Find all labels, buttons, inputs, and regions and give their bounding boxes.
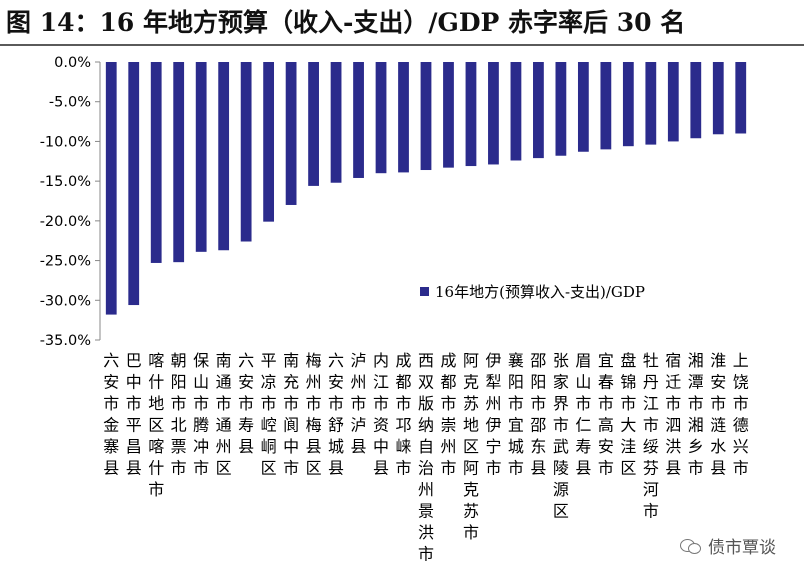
watermark-text: 债市覃谈 xyxy=(708,538,776,558)
category-label: 南充市阆中市 xyxy=(283,351,299,478)
category-label: 阿克苏地区阿克苏市 xyxy=(463,351,479,542)
bar xyxy=(308,62,319,186)
category-labels: 六安市金寨县巴中市平昌县喀什地区喀什市朝阳市北票市保山市腾冲市南通市通州区六安市… xyxy=(103,351,749,564)
bars xyxy=(105,62,747,315)
bar xyxy=(375,62,387,174)
bar xyxy=(420,62,432,171)
bar xyxy=(667,62,679,142)
category-label: 淮安市涟水县 xyxy=(710,351,726,478)
bar xyxy=(712,62,724,135)
bar xyxy=(600,62,612,150)
bar xyxy=(690,62,702,139)
bar xyxy=(240,62,252,242)
y-tick-label: -30.0% xyxy=(40,293,91,309)
bar xyxy=(330,62,342,183)
bar xyxy=(195,62,207,252)
category-label: 成都市邛崃市 xyxy=(396,351,412,478)
bar xyxy=(577,62,589,152)
category-label: 保山市腾冲市 xyxy=(193,351,209,478)
bar xyxy=(488,62,499,165)
bar xyxy=(398,62,409,173)
bar xyxy=(353,62,364,178)
legend-swatch xyxy=(420,287,429,296)
y-tick-label: 0.0% xyxy=(54,55,91,71)
bar xyxy=(555,62,567,156)
y-axis: 0.0% -5.0% -10.0% -15.0% -20.0% -25.0% -30.0% -… xyxy=(40,55,101,349)
category-label: 眉山市仁寿县 xyxy=(575,351,591,478)
watermark: 债市覃谈 xyxy=(680,533,776,558)
bar xyxy=(465,62,477,167)
category-label: 六安市金寨县 xyxy=(103,351,119,478)
category-label: 伊犁州伊宁市 xyxy=(485,351,501,478)
category-label: 湘潭市湘乡市 xyxy=(688,351,704,478)
category-label: 平凉市崆峒区 xyxy=(261,351,277,478)
category-label: 南通市通州区 xyxy=(216,351,232,478)
bar xyxy=(735,62,747,134)
category-label: 张家界市武陵源区 xyxy=(553,351,569,521)
legend-label: 16年地方(预算收入-支出)/GDP xyxy=(435,283,645,301)
bar xyxy=(622,62,634,147)
y-tick-label: -15.0% xyxy=(40,174,91,190)
bar xyxy=(533,62,544,159)
bar xyxy=(263,62,275,222)
title-divider xyxy=(0,44,804,46)
bar xyxy=(218,62,230,251)
bar xyxy=(105,62,117,315)
category-label: 朝阳市北票市 xyxy=(171,351,187,478)
bar xyxy=(443,62,454,168)
category-label: 牡丹江市绥芬河市 xyxy=(643,351,659,521)
bar xyxy=(150,62,162,263)
category-label: 襄阳市宜城市 xyxy=(508,351,524,478)
bar xyxy=(173,62,185,263)
y-tick-label: -5.0% xyxy=(49,95,91,111)
category-label: 六安市舒城县 xyxy=(328,351,344,478)
category-label: 上饶市德兴市 xyxy=(733,351,749,478)
category-label: 六安市寿县 xyxy=(238,351,254,456)
category-label: 巴中市平昌县 xyxy=(126,351,142,478)
bar xyxy=(285,62,297,205)
category-label: 喀什地区喀什市 xyxy=(148,351,164,499)
category-label: 宿迁市泗洪县 xyxy=(665,351,681,478)
category-label: 成都市崇州市 xyxy=(440,351,456,478)
y-tick-label: -20.0% xyxy=(40,214,91,230)
category-label: 西双版纳自治州景洪市 xyxy=(418,351,434,564)
category-label: 宜春市高安市 xyxy=(598,351,614,478)
category-label: 梅州市梅县区 xyxy=(306,351,322,478)
bar xyxy=(645,62,657,145)
y-tick-label: -10.0% xyxy=(40,134,91,150)
wechat-icon xyxy=(680,537,702,555)
bar xyxy=(510,62,522,161)
category-label: 内江市资中县 xyxy=(373,351,389,478)
category-label: 邵阳市邵东县 xyxy=(530,351,546,478)
bar xyxy=(128,62,140,306)
figure-title: 图 14：16 年地方预算（收入-支出）/GDP 赤字率后 30 名 xyxy=(6,8,686,37)
category-label: 盘锦市大洼区 xyxy=(620,351,636,478)
y-tick-label: -35.0% xyxy=(40,333,91,349)
legend: 16年地方(预算收入-支出)/GDP xyxy=(420,283,645,301)
category-label: 泸州市泸县 xyxy=(351,351,367,456)
y-tick-label: -25.0% xyxy=(40,254,91,270)
